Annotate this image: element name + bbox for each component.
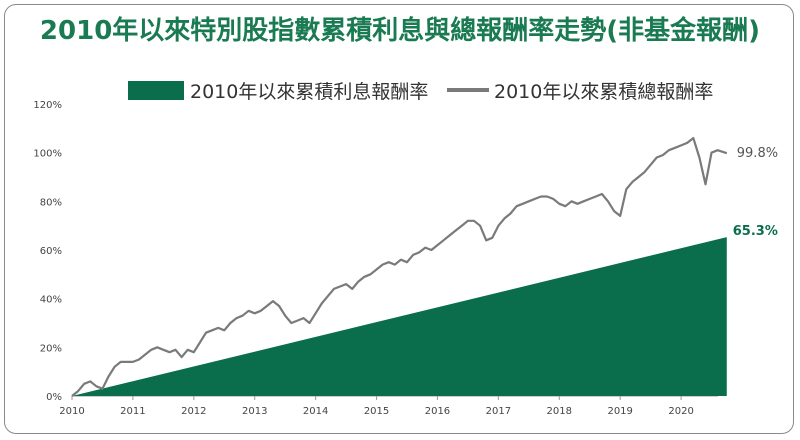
y-tick-label: 80% <box>40 197 62 208</box>
y-tick-label: 100% <box>33 149 62 160</box>
x-tick-label: 2011 <box>120 406 145 417</box>
x-tick-label: 2017 <box>486 406 511 417</box>
legend-label-interest: 2010年以來累積利息報酬率 <box>190 81 429 103</box>
legend-label-total: 2010年以來累積總報酬率 <box>494 81 714 103</box>
x-tick-label: 2010 <box>59 406 84 417</box>
x-tick-label: 2020 <box>668 406 693 417</box>
x-tick-label: 2016 <box>425 406 450 417</box>
y-tick-label: 0% <box>46 392 62 403</box>
x-tick-label: 2015 <box>364 406 389 417</box>
total-line-layer <box>71 137 728 397</box>
x-tick-label: 2019 <box>607 406 632 417</box>
interest-end-label: 65.3% <box>733 224 778 239</box>
total-return-line <box>71 137 728 397</box>
x-tick-label: 2018 <box>547 406 572 417</box>
y-tick-label: 120% <box>33 100 62 111</box>
chart-title: 2010年以來特別股指數累積利息與總報酬率走勢(非基金報酬) <box>39 16 761 46</box>
end-labels-layer: 99.8% 65.3% <box>733 146 778 239</box>
x-tick-label: 2013 <box>242 406 267 417</box>
legend: 2010年以來累積利息報酬率 2010年以來累積總報酬率 <box>0 76 800 106</box>
x-tick-label: 2014 <box>303 406 328 417</box>
y-tick-label: 20% <box>40 343 62 354</box>
y-tick-label: 40% <box>40 295 62 306</box>
x-tick-label: 2012 <box>181 406 206 417</box>
legend-swatch-total <box>447 88 489 92</box>
y-tick-label: 60% <box>40 246 62 257</box>
legend-swatch-interest <box>128 81 184 100</box>
interest-area <box>72 237 727 396</box>
total-end-label: 99.8% <box>737 146 778 161</box>
interest-area-layer <box>72 237 727 396</box>
